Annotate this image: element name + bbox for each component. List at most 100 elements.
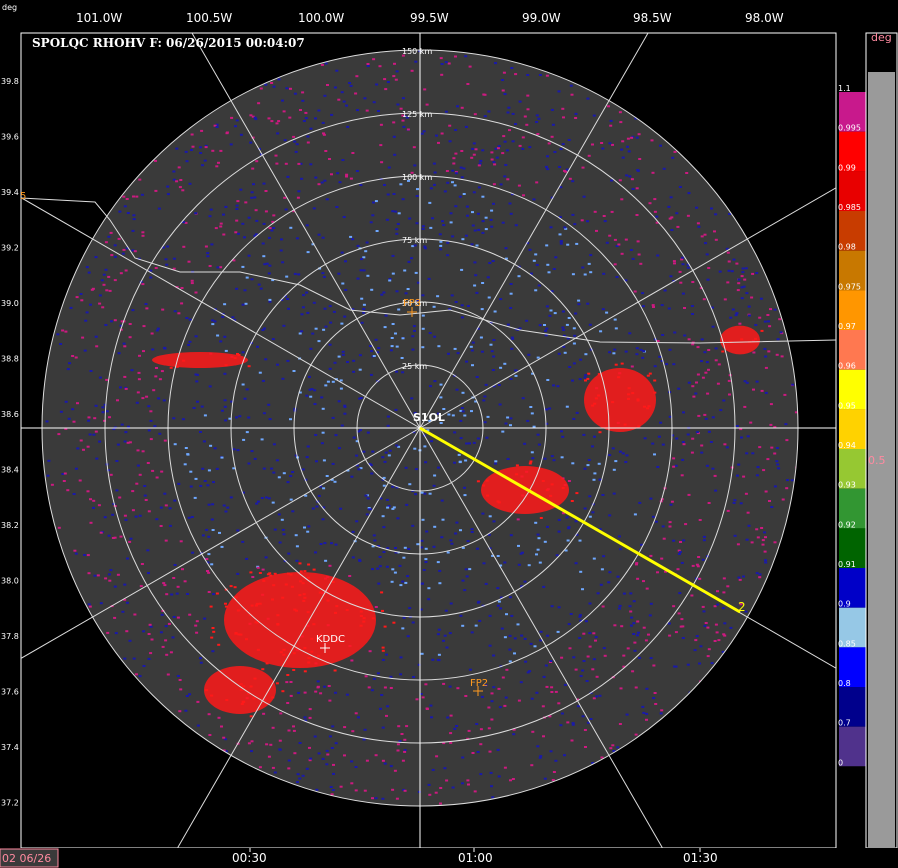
echo-pixel xyxy=(312,207,316,210)
echo-pixel xyxy=(578,378,582,381)
timeline-bar[interactable] xyxy=(0,848,898,868)
echo-pixel xyxy=(686,214,690,217)
echo-pixel xyxy=(710,207,713,210)
echo-pixel xyxy=(652,306,655,308)
echo-pixel xyxy=(582,433,586,436)
echo-pixel xyxy=(707,267,711,269)
echo-pixel xyxy=(463,414,467,417)
echo-pixel xyxy=(658,355,662,358)
color-bar[interactable]: 1.10.9950.990.9850.980.9750.970.960.950.… xyxy=(838,84,866,806)
echo-pixel xyxy=(89,370,93,372)
echo-pixel xyxy=(147,510,151,513)
echo-pixel xyxy=(635,214,639,216)
echo-pixel xyxy=(588,632,592,635)
echo-pixel xyxy=(490,718,494,721)
echo-pixel xyxy=(149,410,153,413)
echo-pixel xyxy=(199,152,203,154)
echo-pixel xyxy=(235,207,239,210)
echo-pixel xyxy=(241,222,245,225)
echo-pixel xyxy=(559,724,563,727)
echo-pixel xyxy=(297,190,301,193)
echo-pixel xyxy=(268,264,272,267)
echo-pixel xyxy=(738,322,742,325)
echo-pixel xyxy=(487,706,491,709)
timeline-tick[interactable]: 01:30 xyxy=(683,851,718,865)
marker-fp3[interactable]: FP3 xyxy=(403,298,421,317)
echo-pixel xyxy=(182,221,186,224)
echo-pixel xyxy=(648,614,652,617)
echo-pixel xyxy=(499,607,503,610)
echo-pixel xyxy=(476,751,480,753)
echo-pixel xyxy=(92,433,96,436)
echo-pixel xyxy=(679,625,683,628)
echo-pixel xyxy=(265,262,269,265)
marker-kddc[interactable]: KDDC xyxy=(316,634,345,653)
echo-pixel xyxy=(209,444,213,447)
echo-pixel xyxy=(194,477,198,480)
echo-pixel xyxy=(366,431,370,434)
echo-pixel xyxy=(81,336,85,339)
echo-pixel xyxy=(448,124,452,127)
echo-pixel xyxy=(435,134,438,137)
echo-pixel xyxy=(116,573,120,576)
echo-pixel xyxy=(336,172,340,175)
echo-pixel xyxy=(124,518,128,521)
echo-pixel xyxy=(740,436,743,439)
echo-pixel xyxy=(140,193,144,196)
echo-pixel xyxy=(610,179,614,182)
echo-pixel xyxy=(181,189,185,192)
echo-pixel xyxy=(272,214,276,217)
echo-pixel xyxy=(281,99,284,102)
echo-pixel xyxy=(150,638,154,641)
echo-pixel xyxy=(190,133,194,136)
echo-pixel xyxy=(518,144,522,147)
echo-pixel xyxy=(636,620,640,623)
echo-pixel xyxy=(542,675,546,678)
elevation-slider[interactable] xyxy=(868,72,895,848)
echo-pixel xyxy=(715,631,719,634)
marker-fp2[interactable]: FP2 xyxy=(470,678,488,696)
echo-pixel xyxy=(208,215,212,218)
echo-pixel xyxy=(155,518,159,521)
echo-pixel xyxy=(97,504,101,507)
echo-pixel xyxy=(728,393,731,396)
echo-pixel xyxy=(742,575,745,578)
echo-pixel xyxy=(461,410,465,413)
echo-pixel xyxy=(142,350,145,353)
echo-pixel xyxy=(301,774,305,777)
echo-pixel xyxy=(602,555,606,558)
echo-pixel xyxy=(181,568,184,571)
echo-pixel xyxy=(317,109,321,112)
echo-pixel xyxy=(499,564,503,567)
echo-pixel xyxy=(393,62,396,65)
echo-pixel xyxy=(365,759,369,762)
echo-pixel xyxy=(363,789,367,792)
timeline-tick[interactable]: 00:30 xyxy=(232,851,267,865)
color-bar-swatch xyxy=(839,92,866,132)
echo-pixel xyxy=(124,269,128,272)
echo-pixel xyxy=(268,300,272,303)
echo-pixel xyxy=(393,769,397,772)
echo-pixel xyxy=(86,445,90,448)
echo-pixel xyxy=(758,576,762,579)
echo-pixel xyxy=(563,683,567,686)
echo-pixel xyxy=(289,681,293,683)
echo-pixel xyxy=(273,771,277,774)
echo-pixel xyxy=(217,716,221,719)
echo-pixel xyxy=(523,442,527,445)
echo-pixel xyxy=(565,323,569,326)
echo-pixel xyxy=(199,431,202,433)
timeline-tick[interactable]: 01:00 xyxy=(458,851,493,865)
echo-pixel xyxy=(244,201,248,204)
echo-pixel xyxy=(600,756,604,759)
echo-pixel xyxy=(381,797,385,800)
echo-pixel xyxy=(328,343,332,346)
echo-pixel xyxy=(154,189,158,192)
echo-pixel xyxy=(340,91,344,94)
echo-pixel xyxy=(430,716,433,719)
echo-pixel xyxy=(247,416,251,419)
echo-pixel xyxy=(539,639,543,642)
echo-pixel xyxy=(477,228,481,231)
echo-pixel xyxy=(586,377,590,380)
